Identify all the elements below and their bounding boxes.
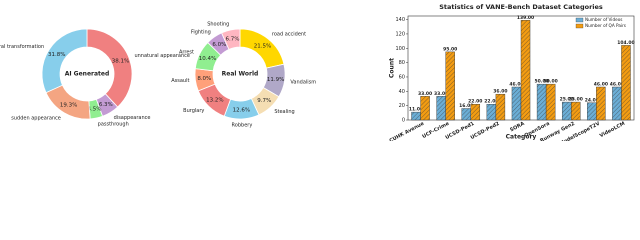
slice-label: Shooting [207, 22, 229, 28]
slice-value-label: 6.0% [212, 42, 226, 48]
x-axis-label: Category [506, 134, 537, 141]
bar-value-label: 11.00 [409, 107, 423, 113]
y-tick-label: 20 [399, 103, 405, 109]
bar-hatch [411, 112, 421, 120]
bar-hatch [587, 102, 597, 120]
bar-value-label: 22.00 [484, 99, 498, 105]
slice-label: Robbery [232, 122, 253, 128]
slice-label: disappearance [114, 115, 151, 121]
bar-hatch [470, 104, 480, 120]
figure: 38.1% unnatural appearance 6.3% disappearan… [0, 3, 635, 141]
slice-value-label: 9.7% [257, 98, 271, 104]
bar-value-label: 33.00 [418, 91, 432, 97]
donut-center-label: AI Generated [65, 71, 110, 78]
bar-hatch [436, 96, 446, 120]
bar-value-label: 36.00 [493, 89, 507, 95]
bar-hatch [571, 102, 581, 120]
slice-value-label: 13.2% [206, 97, 223, 103]
bar-value-label: 22.00 [468, 99, 482, 105]
y-tick-label: 80 [399, 60, 405, 66]
slice-value-label: 4.5% [88, 107, 102, 113]
slice-label: Fighting [191, 30, 211, 36]
bar-value-label: 25.00 [569, 97, 583, 103]
bar-value-label: 25.00 [560, 97, 574, 103]
donut-slice [221, 28, 241, 50]
donut-slice [41, 28, 88, 94]
bar-hatch [486, 104, 496, 120]
slice-label: Stealing [274, 109, 294, 115]
slice-label: sudden appearance [11, 115, 61, 121]
slice-label: passthrough [98, 121, 129, 127]
slice-value-label: 8.0% [197, 76, 211, 82]
y-axis-label: Count [389, 58, 396, 78]
bar-value-label: 46.00 [594, 82, 608, 88]
y-tick-label: 140 [395, 17, 405, 23]
slice-value-label: 19.3% [60, 102, 77, 108]
bar-hatch [546, 84, 556, 120]
bar-hatch [612, 87, 622, 120]
bar-value-label: 139.00 [517, 15, 534, 21]
slice-label: road accident [272, 32, 306, 38]
bar-hatch [511, 87, 521, 120]
slice-label: Vandalism [290, 79, 316, 85]
x-tick-label: SORA [509, 121, 526, 134]
slice-value-label: 21.5% [254, 43, 271, 49]
slice-value-label: 6.7% [225, 36, 239, 42]
legend-swatch [575, 23, 584, 29]
bar-hatch [445, 51, 455, 120]
slice-value-label: 6.3% [99, 102, 113, 108]
bar-value-label: 46.00 [610, 82, 624, 88]
slice-label: Arrest [179, 49, 194, 55]
slice-label: unnatural appearance [134, 53, 189, 59]
legend-label: Number of QA Pairs [585, 23, 626, 28]
bar-value-label: 33.00 [434, 91, 448, 97]
y-tick-label: 100 [395, 46, 405, 52]
bar-hatch [621, 45, 631, 121]
bar-value-label: 50.00 [544, 79, 558, 85]
donut-slice [86, 28, 133, 108]
bar-value-label: 46.00 [509, 82, 523, 88]
bar-value-label: 104.00 [617, 40, 634, 46]
x-tick-label: UCSD-Ped2 [470, 121, 501, 141]
bar-hatch [562, 102, 572, 120]
slice-label: Burglary [183, 108, 204, 114]
x-tick-label: CUHK Avenue [388, 121, 425, 141]
slice-value-label: 11.9% [267, 77, 284, 83]
bar-hatch [596, 87, 606, 120]
y-tick-label: 120 [395, 31, 405, 37]
bar-hatch [420, 96, 430, 120]
bar-value-label: 24.00 [585, 97, 599, 103]
donut-center-label: Real World [222, 71, 259, 78]
slice-value-label: 10.4% [199, 56, 216, 62]
bar-hatch [461, 108, 471, 120]
bar-value-label: 16.00 [459, 103, 473, 109]
slice-label: Assault [171, 78, 189, 84]
bar-hatch [537, 84, 547, 120]
y-tick-label: 60 [399, 74, 405, 80]
slice-label: unnatural transformation [0, 44, 44, 50]
bar-value-label: 50.00 [534, 79, 548, 85]
slice-value-label: 12.6% [233, 107, 250, 113]
bar-hatch [521, 20, 531, 120]
legend-swatch [575, 17, 584, 23]
y-tick-label: 40 [399, 89, 405, 95]
slice-value-label: 38.1% [112, 58, 129, 64]
legend-label: Number of Videos [585, 17, 622, 22]
y-tick-label: 0 [402, 118, 405, 124]
x-tick-label: VideoLCM [599, 121, 626, 139]
slice-value-label: 31.8% [48, 52, 65, 58]
bar-hatch [495, 94, 505, 120]
chart-title: Statistics of VANE-Bench Dataset Categor… [439, 3, 603, 11]
bar-value-label: 95.00 [443, 46, 457, 52]
